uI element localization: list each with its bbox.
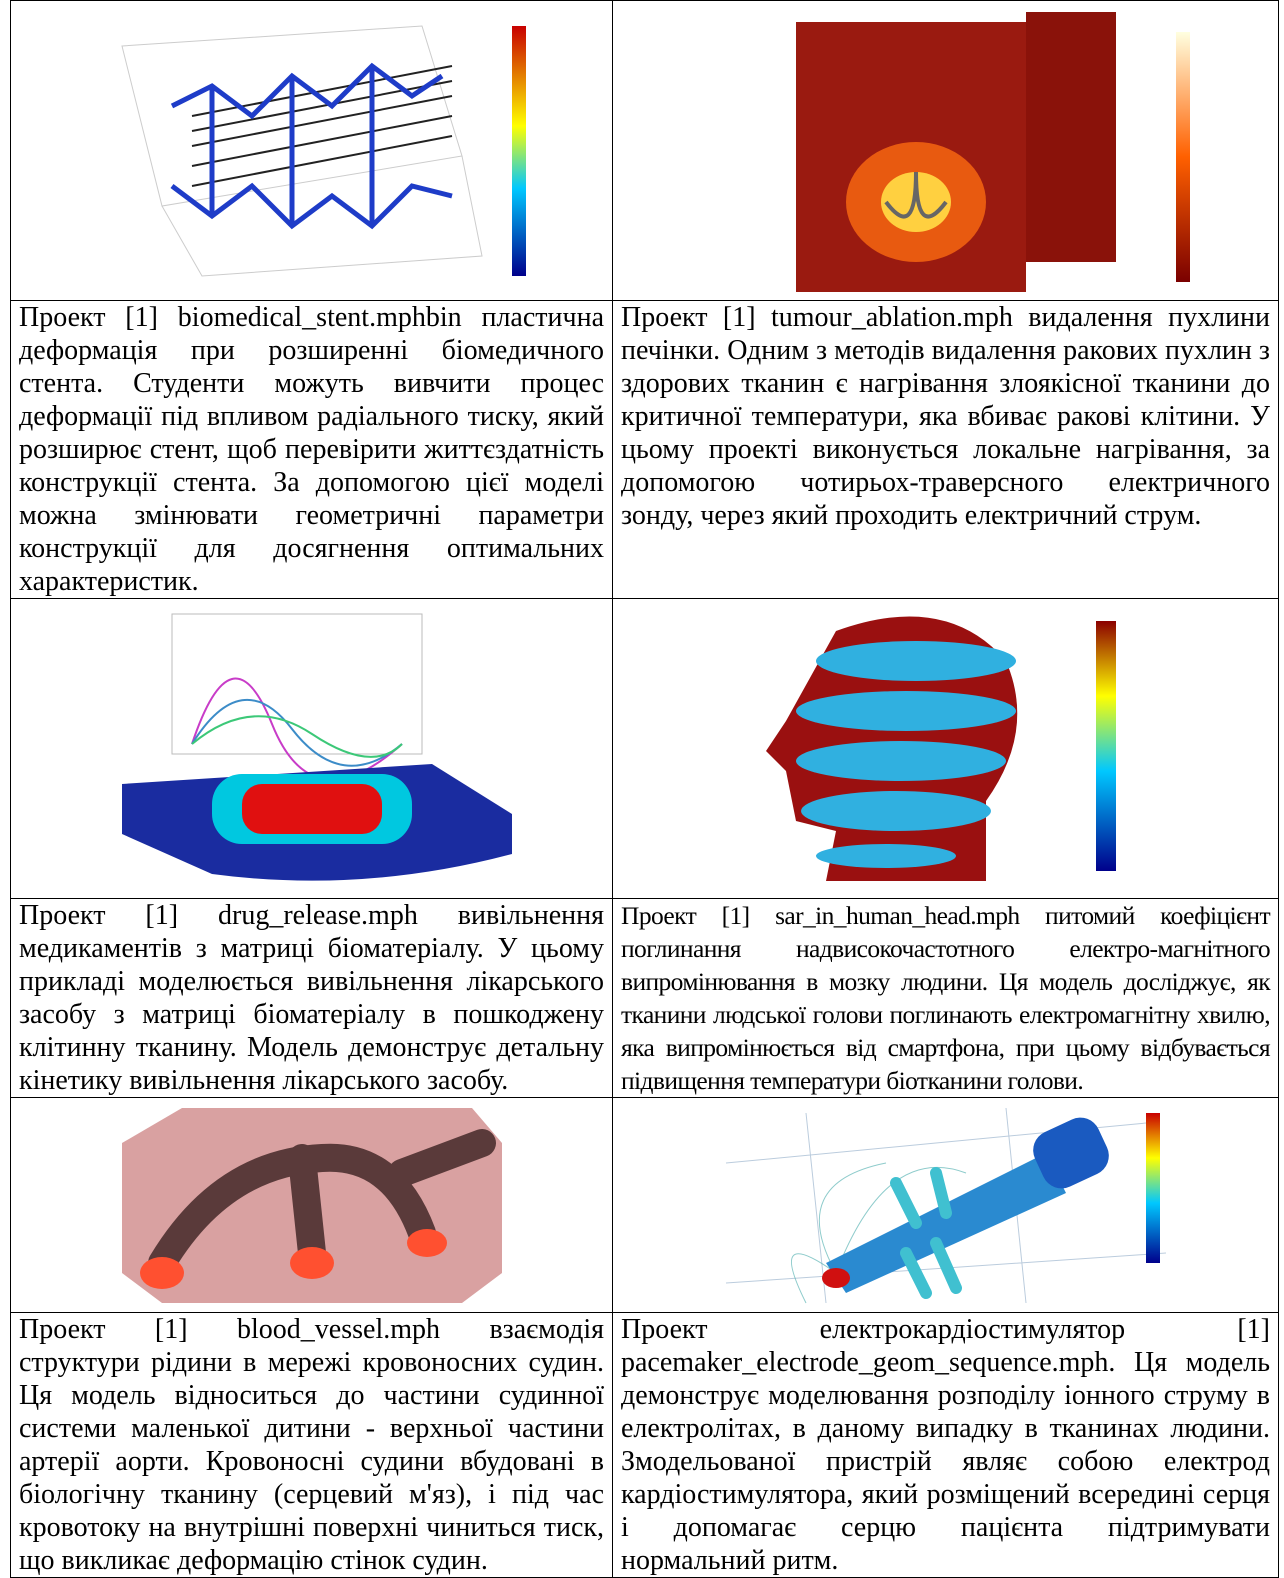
image-cell <box>10 0 613 301</box>
image-cell <box>612 598 1279 899</box>
description: Проект [1] blood_vessel.mph взаємодія ст… <box>19 1314 604 1576</box>
text-cell: Проект електрокардіостимулятор [1] pacem… <box>612 1312 1279 1578</box>
head-image <box>765 615 1116 881</box>
text-cell: Проект [1] sar_in_human_head.mph питомий… <box>612 898 1279 1098</box>
pacemaker-image <box>725 1107 1166 1303</box>
description: Проект [1] biomedical_stent.mphbin пласт… <box>19 302 604 597</box>
description: Проект [1] sar_in_human_head.mph питомий… <box>621 901 1271 1095</box>
description: Проект [1] drug_release.mph вивільнення … <box>19 900 604 1096</box>
description: Проект [1] tumour_ablation.mph видалення… <box>621 302 1270 531</box>
description: Проект електрокардіостимулятор [1] pacem… <box>621 1314 1270 1576</box>
drug-release-image <box>121 613 512 881</box>
image-cell <box>10 1097 613 1313</box>
project-table: Проект [1] biomedical_stent.mphbin пласт… <box>10 0 1279 1578</box>
text-cell: Проект [1] biomedical_stent.mphbin пласт… <box>10 300 613 599</box>
text-cell: Проект [1] drug_release.mph вивільнення … <box>10 898 613 1098</box>
blood-vessel-image <box>121 1107 502 1303</box>
image-cell <box>10 598 613 899</box>
text-cell: Проект [1] tumour_ablation.mph видалення… <box>612 300 1279 599</box>
text-cell: Проект [1] blood_vessel.mph взаємодія ст… <box>10 1312 613 1578</box>
image-cell <box>612 0 1279 301</box>
tumour-image <box>795 11 1190 292</box>
stent-image <box>120 24 526 277</box>
image-cell <box>612 1097 1279 1313</box>
